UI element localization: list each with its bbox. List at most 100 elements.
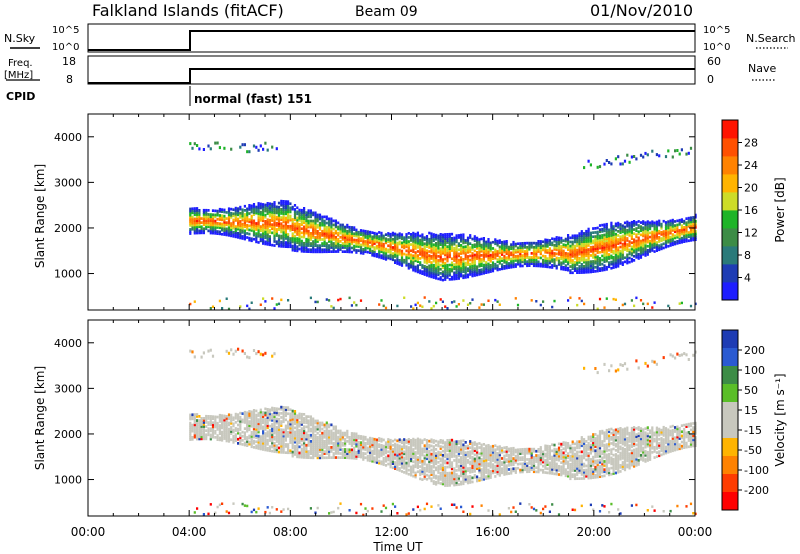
data-cell: [553, 248, 556, 251]
data-cell: [198, 427, 201, 430]
data-cell: [560, 263, 563, 267]
data-cell: [246, 209, 249, 213]
data-cell: [687, 223, 690, 226]
data-cell: [432, 243, 435, 247]
data-cell: [334, 246, 337, 249]
data-cell: [655, 228, 658, 232]
data-cell: [623, 237, 627, 241]
data-cell: [639, 241, 643, 245]
data-cell: [312, 242, 315, 245]
data-cell: [284, 245, 287, 248]
data-cell: [448, 253, 451, 257]
data-cell: [323, 225, 326, 229]
data-cell: [439, 259, 442, 263]
data-cell: [448, 247, 451, 250]
data-cell: [191, 209, 194, 213]
data-cell: [548, 259, 551, 263]
data-cell: [571, 267, 574, 270]
data-cell: [403, 240, 406, 244]
data-cell: [448, 273, 451, 277]
data-cell: [450, 269, 454, 273]
data-cell: [230, 430, 233, 433]
data-cell: [603, 235, 606, 239]
data-cell: [482, 255, 485, 259]
data-cell: [605, 249, 608, 253]
data-cell: [512, 243, 515, 246]
data-cell: [653, 231, 656, 235]
data-cell: [198, 437, 201, 441]
data-cell: [410, 453, 413, 456]
data-cell: [305, 242, 308, 245]
data-cell: [296, 455, 299, 459]
data-cell: [601, 242, 604, 245]
data-cell: [435, 258, 438, 262]
data-cell: [416, 233, 419, 237]
data-cell: [664, 231, 668, 235]
data-cell: [478, 252, 481, 256]
data-cell: [444, 263, 447, 267]
data-cell: [321, 442, 324, 445]
data-cell: [221, 420, 224, 424]
data-cell: [252, 231, 256, 235]
data-cell: [596, 263, 599, 267]
data-cell: [303, 443, 306, 447]
data-cell: [300, 235, 303, 239]
data-cell: [357, 441, 360, 444]
data-cell: [428, 239, 431, 243]
data-cell: [298, 429, 301, 432]
data-cell: [218, 222, 221, 225]
data-cell: [476, 251, 479, 254]
data-cell: [346, 229, 349, 233]
data-cell: [312, 429, 315, 433]
data-cell: [391, 450, 394, 453]
data-cell: [542, 265, 545, 268]
data-cell: [412, 242, 415, 245]
data-cell: [455, 248, 458, 252]
data-cell: [473, 253, 476, 257]
data-cell: [430, 238, 433, 242]
data-cell: [428, 254, 431, 257]
data-cell: [373, 450, 376, 453]
data-cell: [560, 249, 563, 252]
data-cell: [630, 231, 633, 234]
data-cell: [384, 451, 388, 455]
data-cell: [305, 421, 308, 425]
data-cell: [530, 258, 533, 261]
data-cell: [293, 449, 297, 452]
data-cell: [369, 438, 372, 442]
data-cell: [330, 235, 333, 239]
data-cell: [230, 415, 233, 419]
data-cell: [237, 429, 240, 433]
data-cell: [617, 252, 620, 256]
data-cell: [268, 445, 271, 448]
data-cell: [476, 273, 479, 277]
data-cell: [423, 444, 426, 447]
data-cell: [521, 256, 524, 260]
data-cell: [287, 451, 290, 455]
data-cell: [403, 442, 406, 445]
data-cell: [423, 267, 426, 270]
data-cell: [403, 446, 406, 450]
data-cell: [649, 225, 652, 229]
data-cell: [334, 439, 337, 443]
data-cell: [275, 446, 278, 450]
data-cell: [617, 155, 620, 159]
data-cell: [337, 244, 340, 247]
data-cell: [366, 232, 369, 236]
data-cell: [309, 213, 312, 217]
data-cell: [223, 424, 226, 428]
data-cell: [284, 406, 287, 409]
data-cell: [560, 241, 563, 244]
data-cell: [439, 441, 442, 444]
data-cell: [398, 452, 401, 456]
data-cell: [410, 469, 413, 473]
data-cell: [378, 461, 381, 465]
data-cell: [423, 242, 426, 246]
data-cell: [298, 453, 301, 457]
data-cell: [209, 221, 212, 225]
data-cell: [202, 435, 205, 439]
data-cell: [580, 230, 583, 233]
data-cell: [503, 242, 506, 246]
data-cell: [353, 248, 356, 252]
data-cell: [649, 248, 652, 251]
